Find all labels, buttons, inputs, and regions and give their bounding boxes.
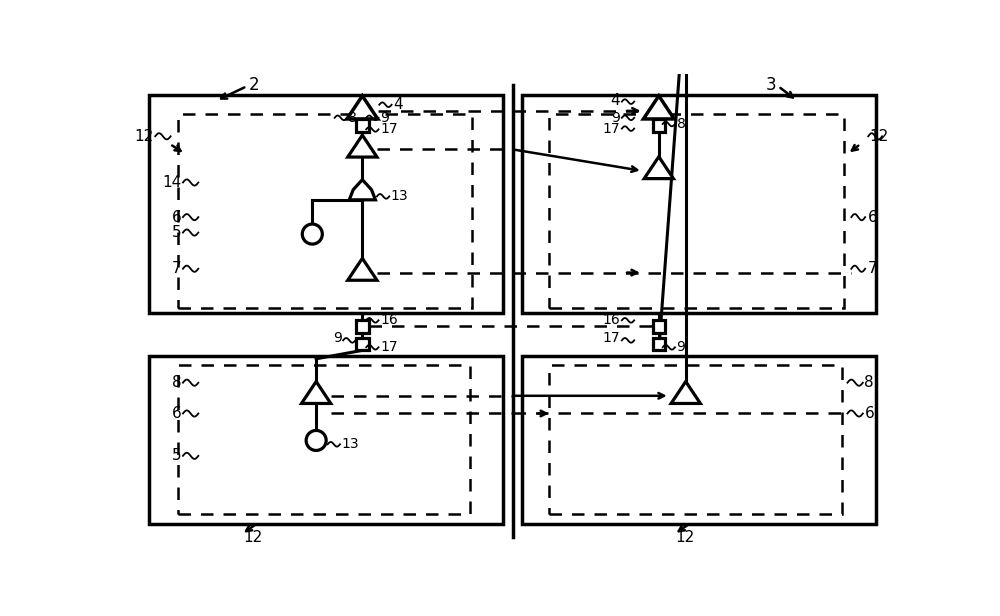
Text: 17: 17: [380, 123, 398, 136]
Polygon shape: [348, 258, 377, 280]
Text: 12: 12: [134, 129, 154, 144]
Polygon shape: [644, 156, 673, 179]
Bar: [356, 320, 369, 333]
Bar: [356, 120, 369, 132]
Bar: [549, 365, 842, 514]
Text: 17: 17: [603, 121, 620, 136]
Text: 4: 4: [611, 92, 620, 108]
Text: 3: 3: [765, 76, 776, 94]
Text: 9: 9: [380, 111, 389, 125]
Text: 12: 12: [869, 129, 888, 144]
Bar: [522, 95, 876, 314]
Text: 6: 6: [864, 406, 874, 421]
Bar: [653, 320, 665, 333]
Text: 2: 2: [249, 76, 260, 94]
Text: 14: 14: [162, 175, 181, 190]
Text: 12: 12: [243, 530, 262, 545]
Text: 5: 5: [172, 448, 181, 463]
Circle shape: [306, 431, 326, 450]
Text: 17: 17: [603, 331, 620, 345]
Text: 13: 13: [342, 437, 359, 452]
Circle shape: [302, 224, 322, 244]
Bar: [653, 120, 665, 132]
Text: 16: 16: [380, 314, 398, 327]
Bar: [149, 95, 503, 314]
Text: 8: 8: [864, 375, 874, 390]
Polygon shape: [302, 381, 331, 403]
Text: 6: 6: [172, 406, 181, 421]
Text: 8: 8: [677, 117, 685, 131]
Text: 17: 17: [380, 340, 398, 354]
Text: 9: 9: [677, 340, 685, 354]
Text: 5: 5: [172, 225, 181, 240]
Text: 8: 8: [172, 375, 181, 390]
Bar: [178, 114, 472, 308]
Polygon shape: [671, 381, 700, 403]
Text: 12: 12: [676, 530, 695, 545]
Text: 7: 7: [868, 261, 878, 276]
Text: 16: 16: [603, 314, 620, 327]
Text: 4: 4: [393, 97, 403, 112]
Text: 6: 6: [868, 209, 878, 225]
Polygon shape: [347, 96, 378, 119]
Polygon shape: [349, 180, 375, 200]
Bar: [356, 338, 369, 351]
Text: 8: 8: [348, 111, 357, 125]
Text: 7: 7: [172, 261, 181, 276]
Polygon shape: [348, 135, 377, 157]
Text: 9: 9: [611, 111, 620, 125]
Text: 13: 13: [391, 189, 408, 203]
Bar: [549, 114, 844, 308]
Bar: [178, 365, 470, 514]
Bar: [522, 355, 876, 524]
Text: 9: 9: [333, 331, 342, 345]
Polygon shape: [643, 96, 674, 119]
Bar: [149, 355, 503, 524]
Text: 6: 6: [172, 209, 181, 225]
Bar: [653, 338, 665, 351]
